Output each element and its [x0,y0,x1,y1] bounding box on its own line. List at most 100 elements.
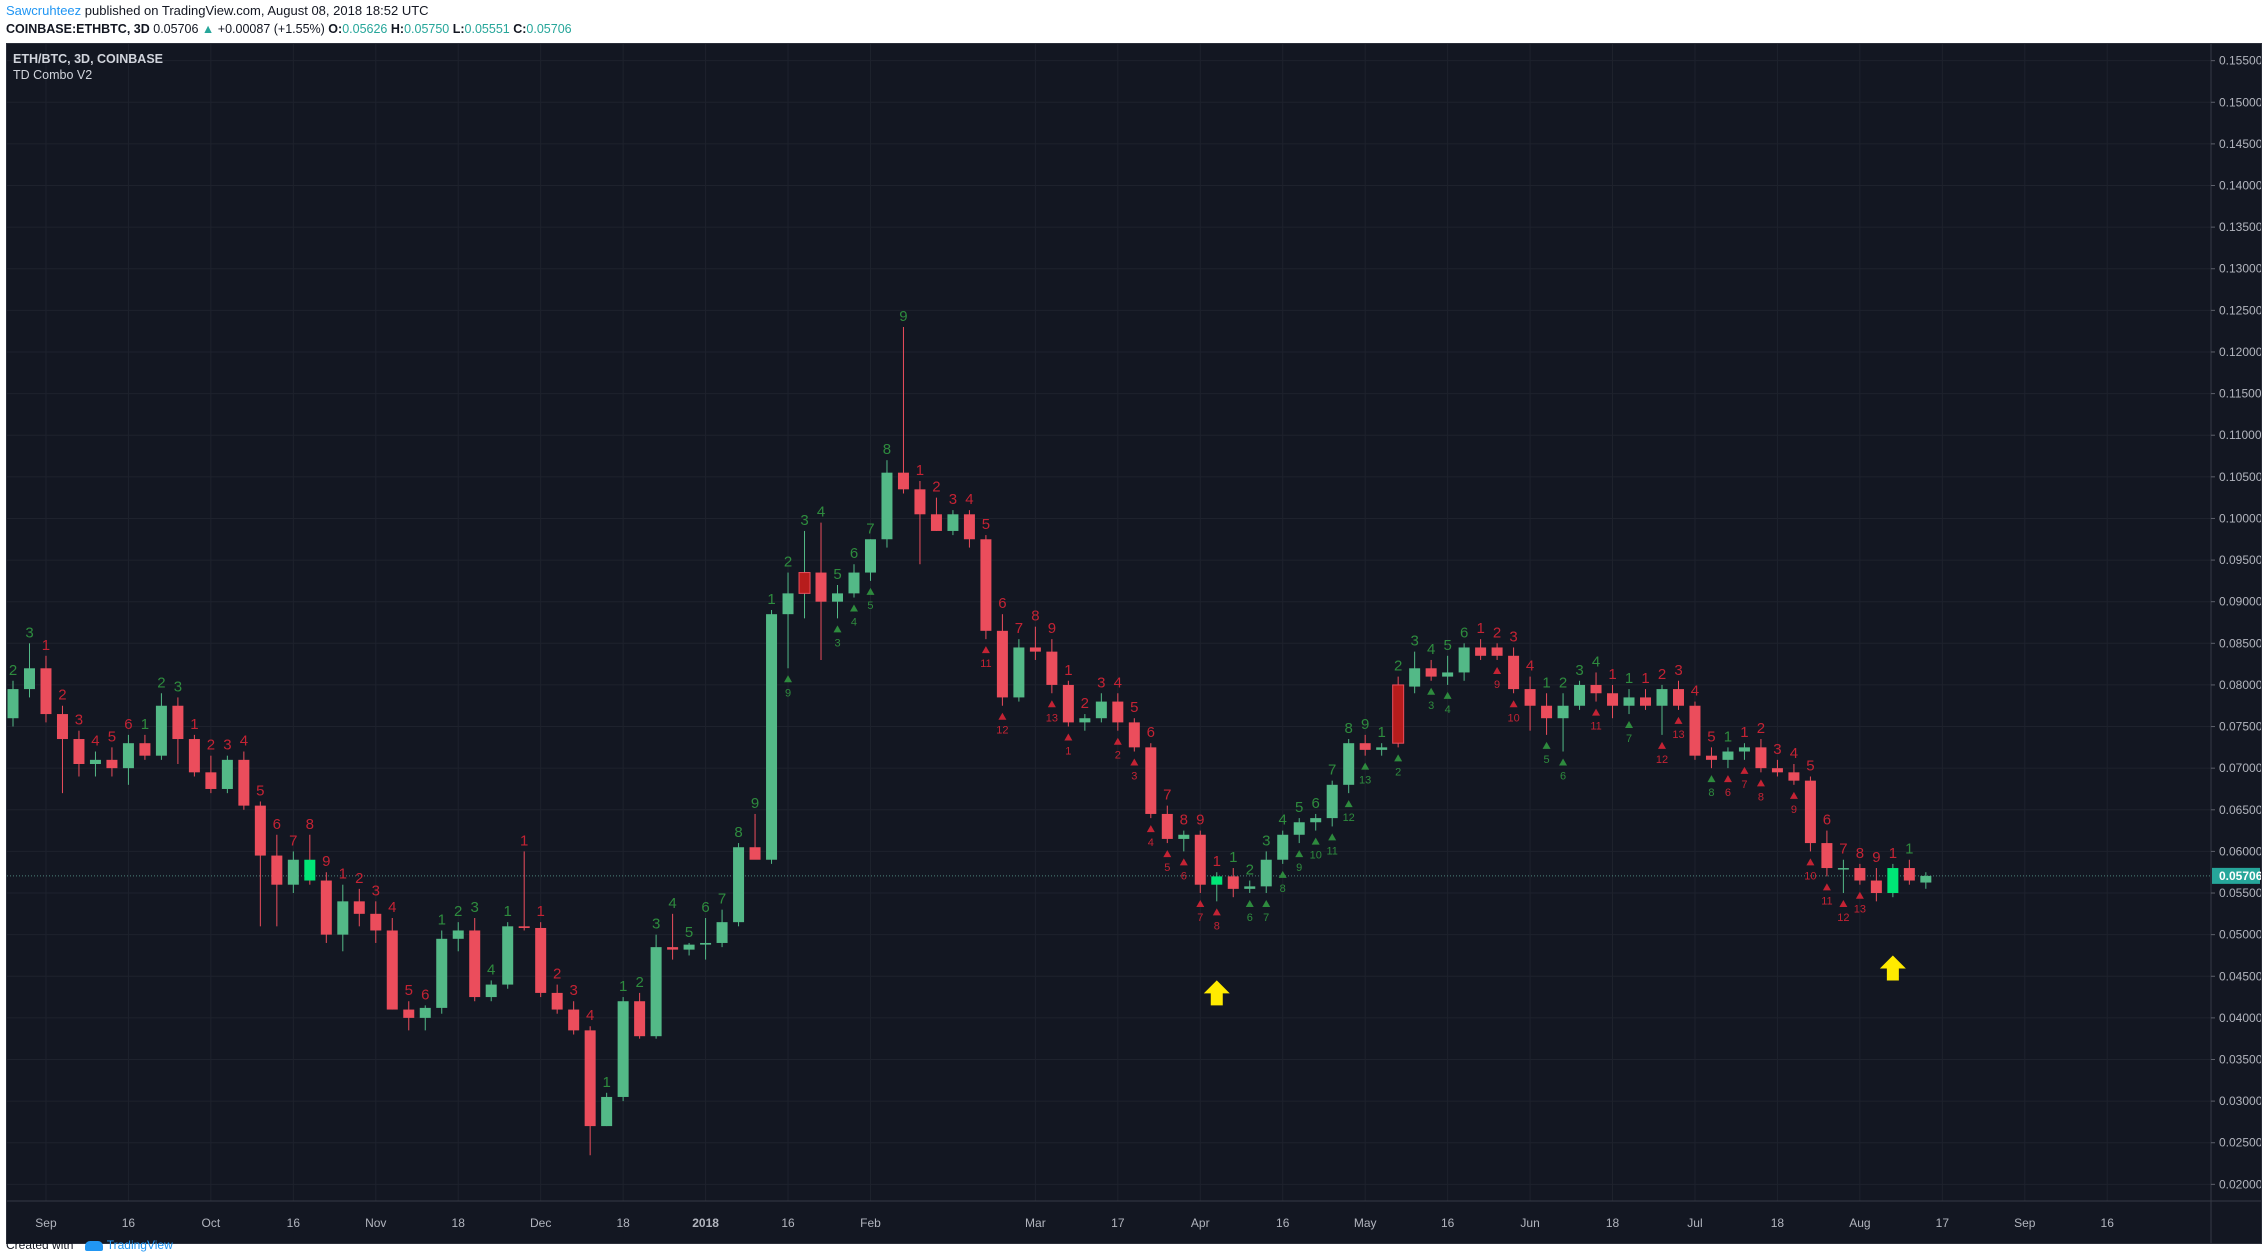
td-setup-label: 1 [1889,845,1897,862]
candle-body [980,539,992,631]
td-setup-label: 1 [339,866,347,883]
time-tick-label: 16 [122,1216,136,1230]
td-countdown-label: 13 [1854,904,1866,916]
candle-body [1788,772,1800,781]
open-label: O: [328,22,343,36]
td-countdown-triangle-icon [1361,762,1370,770]
price-tick-label: 0.11500 [2219,387,2261,401]
td-setup-label: 5 [108,728,116,745]
candle-body [287,859,299,885]
price-tick-label: 0.10500 [2219,470,2261,484]
td-countdown-label: 6 [1725,787,1731,799]
td-setup-label: 4 [1592,653,1600,670]
td-countdown-label: 2 [1115,750,1121,762]
td-countdown-triangle-icon [1855,891,1864,899]
time-tick-label: Aug [1849,1216,1870,1230]
td-setup-label: 2 [932,479,940,496]
price-tick-label: 0.15000 [2219,95,2261,109]
td-countdown-label: 4 [1445,704,1451,716]
td-setup-label: 8 [883,441,891,458]
td-countdown-triangle-icon [1789,791,1798,799]
time-tick-label: Oct [202,1216,221,1230]
candle-body [155,705,167,756]
td-setup-label: 5 [1295,799,1303,816]
td-countdown-triangle-icon [1756,779,1765,787]
time-tick-label: Mar [1025,1216,1046,1230]
candle-body [1640,697,1652,706]
candle-body [815,572,827,602]
td-setup-label: 1 [1476,620,1484,637]
candle-body [271,855,283,885]
candle-body [1920,875,1932,883]
indicator-label[interactable]: TD Combo V2 [13,68,93,82]
td-countdown-label: 12 [1343,812,1355,824]
time-tick-label: Sep [35,1216,57,1230]
td-countdown-label: 7 [1741,779,1747,791]
candle-body [700,942,712,945]
low-label: L: [452,22,465,36]
td-countdown-triangle-icon [1262,900,1271,908]
candle-body [254,805,266,856]
candle-body [766,614,778,860]
td-countdown-label: 2 [1395,766,1401,778]
td-setup-label: 4 [1114,674,1122,691]
time-tick-label: 17 [1936,1216,1950,1230]
price-tick-label: 0.15500 [2219,54,2261,68]
td-setup-label: 3 [569,982,577,999]
td-setup-label: 1 [767,591,775,608]
td-setup-label: 5 [982,516,990,533]
time-tick-label: Nov [365,1216,386,1230]
td-countdown-label: 6 [1181,870,1187,882]
price-tick-label: 0.03000 [2219,1094,2261,1108]
td-countdown-label: 13 [1672,729,1684,741]
td-countdown-triangle-icon [981,646,990,654]
up-arrow-icon [1203,980,1230,1006]
td-setup-label: 3 [174,678,182,695]
td-setup-label: 1 [1064,662,1072,679]
tradingview-brand[interactable]: TradingView [84,1238,173,1252]
time-tick-label: Jul [1687,1216,1702,1230]
td-setup-label: 9 [1048,620,1056,637]
td-setup-label: 4 [1790,745,1798,762]
price-tick-label: 0.08000 [2219,678,2261,692]
candle-body [1376,747,1388,750]
td-setup-label: 8 [1031,608,1039,625]
td-setup-label: 6 [1147,724,1155,741]
td-setup-label: 6 [1823,812,1831,829]
time-tick-label: Dec [530,1216,551,1230]
price-tick-label: 0.07000 [2219,761,2261,775]
chart-pane[interactable]: 0.02000 0.02500 0.03000 0.03500 0.04000 0.045… [6,43,2262,1244]
time-tick-label: 16 [1441,1216,1455,1230]
author-link[interactable]: Sawcruhteez [6,3,82,18]
candle-body [1409,668,1421,687]
candle-body [1656,689,1668,706]
td-setup-label: 9 [899,308,907,325]
td-setup-label: 1 [1905,841,1913,858]
td-setup-label: 4 [965,491,973,508]
candle-body [1722,751,1734,760]
td-countdown-label: 5 [1164,862,1170,874]
candle-body [320,880,332,935]
td-setup-label: 3 [471,899,479,916]
candle-body [996,630,1008,698]
td-setup-label: 1 [916,462,924,479]
candlestick-chart[interactable]: 0.02000 0.02500 0.03000 0.03500 0.04000 0.045… [7,44,2261,1243]
candle-body [304,859,316,881]
price-tick-label: 0.04000 [2219,1011,2261,1025]
candle-body [1260,859,1272,887]
td-setup-label: 3 [1262,832,1270,849]
td-setup-label: 1 [1724,728,1732,745]
candle-body [188,739,200,773]
td-setup-label: 9 [1872,849,1880,866]
td-setup-label: 5 [833,566,841,583]
candle-body [122,743,134,769]
candle-body [40,668,52,715]
td-countdown-triangle-icon [1146,825,1155,833]
candle-body [1475,647,1487,656]
td-countdown-label: 7 [1197,912,1203,924]
td-countdown-label: 8 [1280,883,1286,895]
time-tick-label: 18 [452,1216,466,1230]
td-countdown-triangle-icon [1394,754,1403,762]
price-tick-label: 0.03500 [2219,1052,2261,1066]
td-setup-label: 7 [1839,841,1847,858]
